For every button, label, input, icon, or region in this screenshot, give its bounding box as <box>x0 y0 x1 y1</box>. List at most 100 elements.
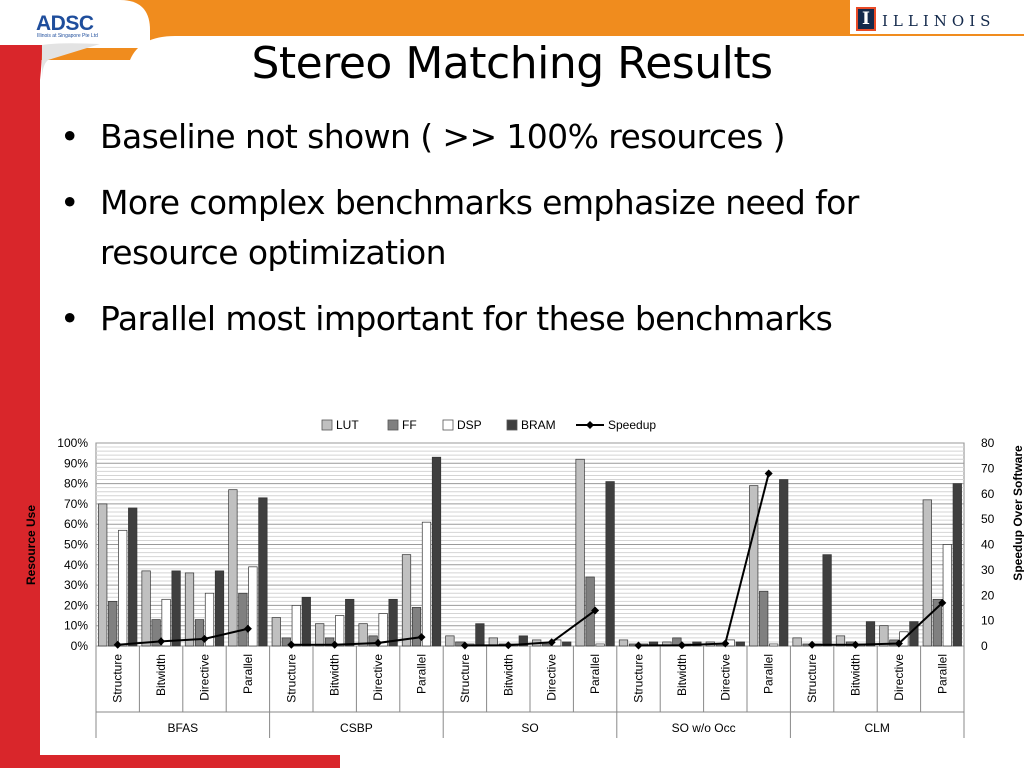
bar-lut <box>184 572 195 647</box>
x-category-label: Structure <box>111 654 125 703</box>
x-category-label: Bitwidth <box>675 654 689 696</box>
speedup-marker <box>417 633 426 642</box>
bullet-dot: • <box>60 117 79 156</box>
y2-tick-label: 60 <box>981 487 995 501</box>
speedup-line <box>638 473 770 647</box>
speedup-line <box>812 602 943 646</box>
bar-ff <box>108 600 118 647</box>
x-category-label: Directive <box>718 654 732 701</box>
bar-dsp <box>118 529 128 647</box>
bullet-dot: • <box>60 299 79 338</box>
bar-bram <box>301 596 311 647</box>
adsc-logo: ADSC <box>36 12 94 35</box>
bar-bram <box>431 456 442 647</box>
red-left-bar-inner <box>42 43 100 80</box>
legend-label: DSP <box>457 418 482 432</box>
legend-swatch-bram <box>506 419 518 431</box>
y2-tick-label: 20 <box>981 588 995 602</box>
x-category-label: Structure <box>632 654 646 703</box>
speedup-marker <box>808 640 817 649</box>
bullet-list: • Baseline not shown ( >> 100% resources … <box>60 112 990 360</box>
bar-bram <box>562 641 572 647</box>
bar-bram <box>605 481 615 647</box>
illinois-wordmark: ILLINOIS <box>882 12 996 30</box>
bar-lut <box>835 635 846 647</box>
bar-bram <box>388 598 398 647</box>
legend-swatch-dsp <box>442 419 454 431</box>
speedup-marker <box>591 606 600 615</box>
legend-label: LUT <box>336 418 359 432</box>
y2-tick-label: 30 <box>981 563 995 577</box>
bar-bram <box>258 497 268 647</box>
y2-tick-label: 50 <box>981 512 995 526</box>
bar-bram <box>214 570 225 647</box>
x-category-label: Structure <box>284 654 298 703</box>
y2-tick-label: 80 <box>981 436 995 450</box>
speedup-line <box>464 609 596 647</box>
y2-tick-label: 10 <box>981 614 995 628</box>
y-tick-label: 70% <box>64 497 88 511</box>
y2-tick-label: 70 <box>981 461 995 475</box>
red-bottom-bar <box>40 755 340 768</box>
speedup-marker <box>460 641 469 650</box>
x-group-label: BFAS <box>167 721 198 735</box>
bar-ff <box>238 592 248 647</box>
bullet-item: • Parallel most important for these bench… <box>60 294 990 344</box>
y-tick-label: 30% <box>64 578 88 592</box>
bar-dsp <box>161 598 171 647</box>
x-category-label: Bitwidth <box>501 654 515 696</box>
bar-lut <box>879 625 889 647</box>
bar-dsp <box>204 592 215 647</box>
speedup-marker <box>287 640 296 649</box>
x-category-label: Parallel <box>415 654 429 694</box>
bullet-item: • More complex benchmarks emphasize need … <box>60 178 960 278</box>
y-tick-label: 100% <box>57 436 88 450</box>
bar-lut <box>98 503 108 647</box>
bullet-item: • Baseline not shown ( >> 100% resources … <box>60 112 990 162</box>
y-tick-label: 90% <box>64 456 88 470</box>
y-tick-label: 40% <box>64 558 88 572</box>
bar-dsp <box>942 544 952 647</box>
adsc-tagline: Illinois at Singapore Pte Ltd <box>37 33 98 39</box>
bullet-text: Baseline not shown ( >> 100% resources ) <box>100 117 786 156</box>
speedup-marker <box>330 640 339 649</box>
legend-swatch-lut <box>321 419 333 431</box>
bar-dsp <box>421 521 432 647</box>
y2-tick-label: 0 <box>981 639 988 653</box>
y-tick-label: 10% <box>64 619 88 633</box>
bar-ff <box>542 643 552 647</box>
speedup-marker <box>113 640 122 649</box>
speedup-marker <box>894 639 903 648</box>
x-category-label: Bitwidth <box>849 654 863 696</box>
legend-label: Speedup <box>608 418 656 432</box>
bar-bram <box>128 507 138 647</box>
orange-top-band <box>0 0 1024 60</box>
speedup-marker <box>374 638 383 647</box>
bar-bram <box>735 641 745 647</box>
bar-lut <box>141 570 151 647</box>
speedup-marker <box>504 641 513 650</box>
y-tick-label: 0% <box>71 639 89 653</box>
speedup-marker <box>851 640 860 649</box>
illinois-block-i-logo: I <box>856 7 876 31</box>
bar-lut <box>358 623 368 647</box>
x-group-label: SO <box>521 721 538 735</box>
x-category-label: Bitwidth <box>154 654 168 696</box>
bar-lut <box>792 637 802 647</box>
bar-bram <box>475 623 485 647</box>
logo-white-panel <box>0 0 150 48</box>
x-category-label: Directive <box>371 654 385 701</box>
slide-title: Stereo Matching Results <box>251 38 773 89</box>
bar-lut <box>271 617 281 647</box>
bar-bram <box>171 570 181 647</box>
bar-lut <box>575 458 585 647</box>
speedup-line <box>291 636 422 646</box>
speedup-marker <box>938 598 947 607</box>
white-top-right-panel <box>850 0 1024 34</box>
legend-label: FF <box>402 418 417 432</box>
bar-dsp <box>335 615 345 647</box>
bar-dsp <box>769 643 779 647</box>
x-group-label: CSBP <box>340 721 373 735</box>
